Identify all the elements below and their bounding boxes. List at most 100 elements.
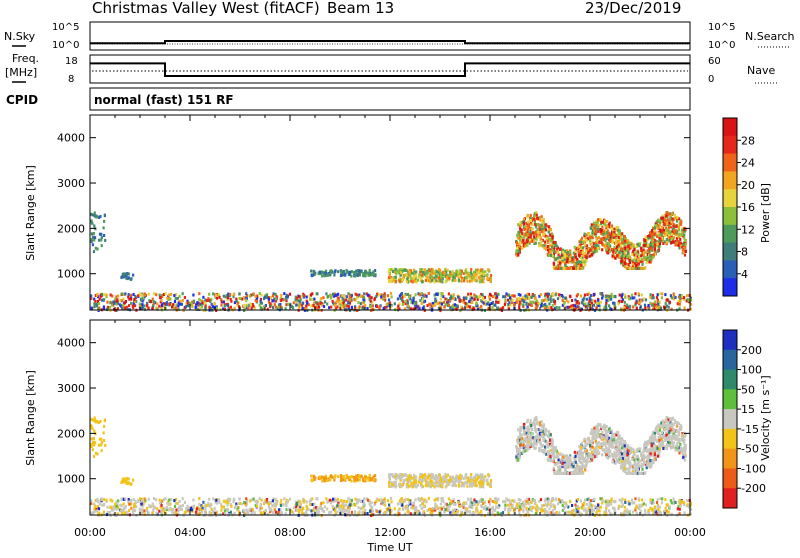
power-echo <box>548 225 550 228</box>
power-echo <box>463 272 465 275</box>
power-echo <box>647 259 649 262</box>
power-echo <box>343 295 345 298</box>
velocity-echo <box>141 508 143 511</box>
power-echo <box>638 301 640 304</box>
power-echo <box>344 273 346 276</box>
power-echo <box>467 273 469 276</box>
power-echo <box>555 267 557 270</box>
velocity-echo <box>110 499 112 502</box>
power-echo <box>327 274 329 277</box>
power-echo <box>260 306 262 309</box>
power-echo <box>412 297 414 300</box>
velocity-echo <box>270 501 272 504</box>
power-echo <box>319 271 321 274</box>
velocity-echo <box>656 501 658 504</box>
power-echo <box>117 294 119 297</box>
power-echo <box>569 295 571 298</box>
power-echo <box>433 280 435 283</box>
velocity-echo <box>457 510 459 513</box>
velocity-echo <box>305 510 307 513</box>
colorbar-segment <box>723 278 737 296</box>
power-echo <box>93 232 95 235</box>
velocity-echo <box>293 506 295 509</box>
power-echo <box>605 305 607 308</box>
power-echo <box>93 250 95 253</box>
power-echo <box>175 304 177 307</box>
velocity-echo <box>153 497 155 500</box>
power-echo <box>491 306 493 309</box>
velocity-echo <box>302 507 304 510</box>
plot-title: Christmas Valley West (fitACF) <box>92 0 320 17</box>
power-echo <box>313 304 315 307</box>
velocity-echo <box>364 509 366 512</box>
power-echo <box>564 254 566 257</box>
power-echo <box>586 298 588 301</box>
power-echo <box>632 263 634 266</box>
nsky-series-line <box>90 41 690 43</box>
power-echo <box>125 277 127 280</box>
velocity-echo <box>249 500 251 503</box>
power-echo <box>613 228 615 231</box>
power-echo <box>175 297 177 300</box>
power-echo <box>541 215 543 218</box>
colorbar-segment <box>723 154 737 172</box>
power-echo <box>275 297 277 300</box>
velocity-echo <box>590 499 592 502</box>
power-echo <box>94 212 96 215</box>
velocity-echo <box>371 501 373 504</box>
power-echo <box>272 306 274 309</box>
power-echo <box>598 241 600 244</box>
power-echo <box>236 300 238 303</box>
power-echo <box>440 274 442 277</box>
power-echo <box>103 298 105 301</box>
velocity-echo <box>233 498 235 501</box>
power-echo <box>357 301 359 304</box>
velocity-echo <box>223 500 225 503</box>
power-echo <box>519 239 521 242</box>
velocity-echo <box>677 507 679 510</box>
power-echo <box>478 276 480 279</box>
power-echo <box>100 233 102 236</box>
power-echo <box>590 294 592 297</box>
power-echo <box>254 295 256 298</box>
power-echo <box>113 302 115 305</box>
velocity-echo <box>415 498 417 501</box>
velocity-echo <box>557 502 559 505</box>
power-echo <box>109 306 111 309</box>
colorbar-segment <box>723 225 737 243</box>
power-echo <box>398 271 400 274</box>
velocity-echo <box>94 505 96 508</box>
power-echo <box>602 294 604 297</box>
velocity-echo <box>432 509 434 512</box>
velocity-echo <box>306 507 308 510</box>
power-echo <box>541 299 543 302</box>
power-echo <box>198 292 200 295</box>
power-echo <box>128 273 130 276</box>
power-echo <box>679 300 681 303</box>
velocity-echo <box>670 499 672 502</box>
power-echo <box>567 267 569 270</box>
velocity-echo <box>225 501 227 504</box>
power-echo <box>295 303 297 306</box>
power-echo <box>582 267 584 270</box>
velocity-echo <box>466 510 468 513</box>
velocity-echo <box>336 504 338 507</box>
power-echo <box>320 297 322 300</box>
power-echo <box>124 307 126 310</box>
power-echo <box>668 230 670 233</box>
power-echo <box>193 300 195 303</box>
velocity-echo <box>223 506 225 509</box>
velocity-echo <box>521 504 523 507</box>
power-echo <box>609 250 611 253</box>
power-echo <box>130 278 132 281</box>
power-echo <box>615 239 617 242</box>
power-echo <box>600 301 602 304</box>
power-echo <box>280 294 282 297</box>
power-echo <box>656 296 658 299</box>
velocity-echo <box>652 509 654 512</box>
velocity-echo <box>586 498 588 501</box>
velocity-echo <box>448 497 450 500</box>
power-echo <box>125 272 127 275</box>
power-echo <box>358 269 360 272</box>
power-echo <box>612 250 614 253</box>
